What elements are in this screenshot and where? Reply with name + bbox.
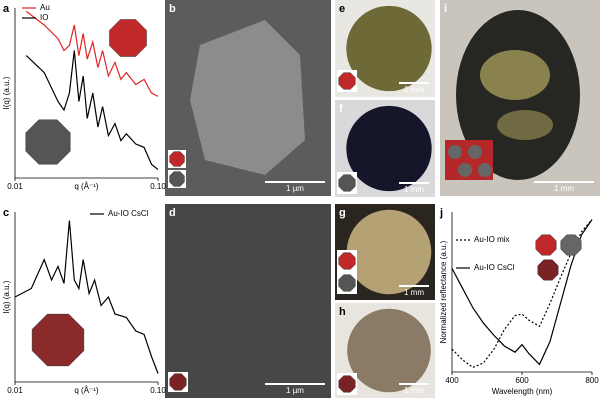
legend-label: Au-IO CsCl xyxy=(474,263,515,272)
icon-au xyxy=(535,234,557,256)
octahedron-io xyxy=(25,119,71,165)
inset-dot xyxy=(458,163,472,177)
x-axis-label: q (Å⁻¹) xyxy=(74,182,99,191)
x-tick-label: 0.10 xyxy=(150,386,166,395)
panel-label: b xyxy=(169,3,176,15)
icon-cscl xyxy=(537,259,559,281)
series-line xyxy=(451,219,593,366)
scale-bar-label: 1 mm xyxy=(404,386,424,395)
y-axis-label: I(q) (a.u.) xyxy=(2,76,11,109)
icon-io xyxy=(338,174,356,192)
legend-label: Au-IO mix xyxy=(474,235,510,244)
x-tick-label: 400 xyxy=(445,376,459,385)
icon-io xyxy=(338,274,356,292)
x-tick-label: 600 xyxy=(515,376,529,385)
crystal xyxy=(346,209,432,295)
panel-label: h xyxy=(339,306,346,318)
series-line xyxy=(14,220,159,374)
image-panel xyxy=(165,204,331,398)
x-tick-label: 0.01 xyxy=(7,386,23,395)
y-axis-label: I(q) (a.u.) xyxy=(2,280,11,313)
series-line xyxy=(25,10,159,97)
crystal xyxy=(346,105,432,192)
icon-cscl xyxy=(169,373,187,391)
gold-facet xyxy=(497,110,553,140)
scale-bar-label: 1 µm xyxy=(286,386,304,395)
inset-dot xyxy=(478,163,492,177)
scale-bar-label: 1 µm xyxy=(286,184,304,193)
legend-label: IO xyxy=(40,13,48,22)
series-line xyxy=(25,50,159,170)
panel-label: a xyxy=(3,3,10,15)
icon-au xyxy=(338,252,356,270)
scale-bar-label: 1 mm xyxy=(404,288,424,297)
x-axis-label: q (Å⁻¹) xyxy=(74,386,99,395)
panel-label: f xyxy=(339,103,343,115)
scale-bar-label: 1 mm xyxy=(554,184,574,193)
octahedron-au xyxy=(109,19,147,57)
panel-label: i xyxy=(444,3,447,15)
x-tick-label: 0.01 xyxy=(7,182,23,191)
x-axis-label: Wavelength (nm) xyxy=(492,387,553,396)
y-axis-label: Normalized reflectance (a.u.) xyxy=(439,240,448,343)
legend-label: Au-IO CsCl xyxy=(108,209,149,218)
inset-dot xyxy=(468,145,482,159)
panel-label: e xyxy=(339,3,345,15)
crystal xyxy=(346,5,432,92)
icon-cscl xyxy=(338,375,356,393)
panel-label: c xyxy=(3,207,9,219)
panel-label: g xyxy=(339,207,346,219)
octahedron-cscl xyxy=(31,313,85,367)
icon-au xyxy=(338,72,356,90)
inset-dot xyxy=(448,145,462,159)
icon-au xyxy=(169,151,185,167)
crystal xyxy=(190,20,305,175)
gold-facet xyxy=(480,50,550,100)
panel-label: d xyxy=(169,207,176,219)
x-tick-label: 0.10 xyxy=(150,182,166,191)
scale-bar-label: 1 mm xyxy=(404,85,424,94)
scale-bar-label: 1 mm xyxy=(404,185,424,194)
icon-io xyxy=(169,171,185,187)
legend-label: Au xyxy=(40,3,50,12)
icon-io xyxy=(560,234,582,256)
panel-label: j xyxy=(439,207,443,219)
crystal xyxy=(347,308,431,393)
x-tick-label: 800 xyxy=(585,376,599,385)
